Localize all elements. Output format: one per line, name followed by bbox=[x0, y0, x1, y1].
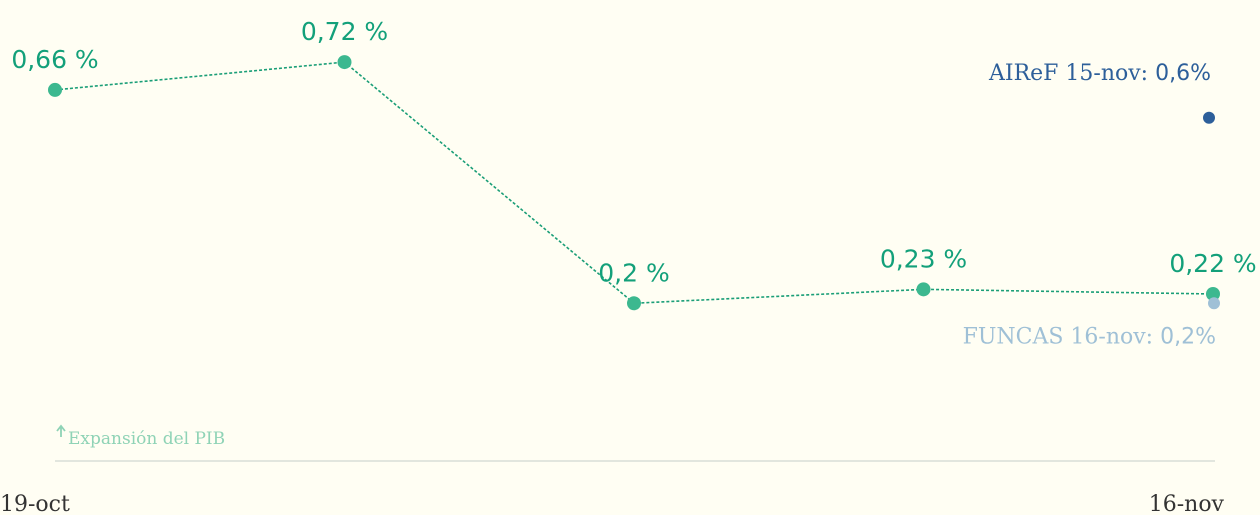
point bbox=[627, 296, 641, 311]
x-tick-label: 19-oct bbox=[0, 492, 70, 515]
annotation-text: FUNCAS 16-nov: bbox=[963, 324, 1154, 349]
value-label: 0,2 % bbox=[598, 258, 669, 287]
point bbox=[1206, 286, 1220, 301]
annotation-value: 0,6% bbox=[1155, 61, 1211, 86]
point bbox=[337, 55, 352, 70]
annotation-text: AIReF 15-nov: bbox=[988, 61, 1148, 86]
value-label: 0,23 % bbox=[880, 244, 967, 273]
annotation: AIReF 15-nov: 0,6% bbox=[988, 61, 1211, 86]
value-label: 0,66 % bbox=[11, 45, 98, 74]
y-axis-label: Expansión del PIB bbox=[68, 429, 225, 449]
up-arrow bbox=[56, 424, 66, 437]
annotation-point bbox=[1208, 297, 1220, 310]
annotation: FUNCAS 16-nov: 0,2% bbox=[963, 324, 1216, 349]
point bbox=[916, 282, 931, 297]
value-label: 0,72 % bbox=[301, 17, 388, 46]
annotation-value: 0,2% bbox=[1160, 324, 1216, 349]
annotation-point bbox=[1203, 111, 1215, 124]
x-tick-label: 16-nov bbox=[1149, 492, 1225, 515]
point bbox=[48, 82, 62, 97]
value-label: 0,22 % bbox=[1169, 249, 1256, 278]
